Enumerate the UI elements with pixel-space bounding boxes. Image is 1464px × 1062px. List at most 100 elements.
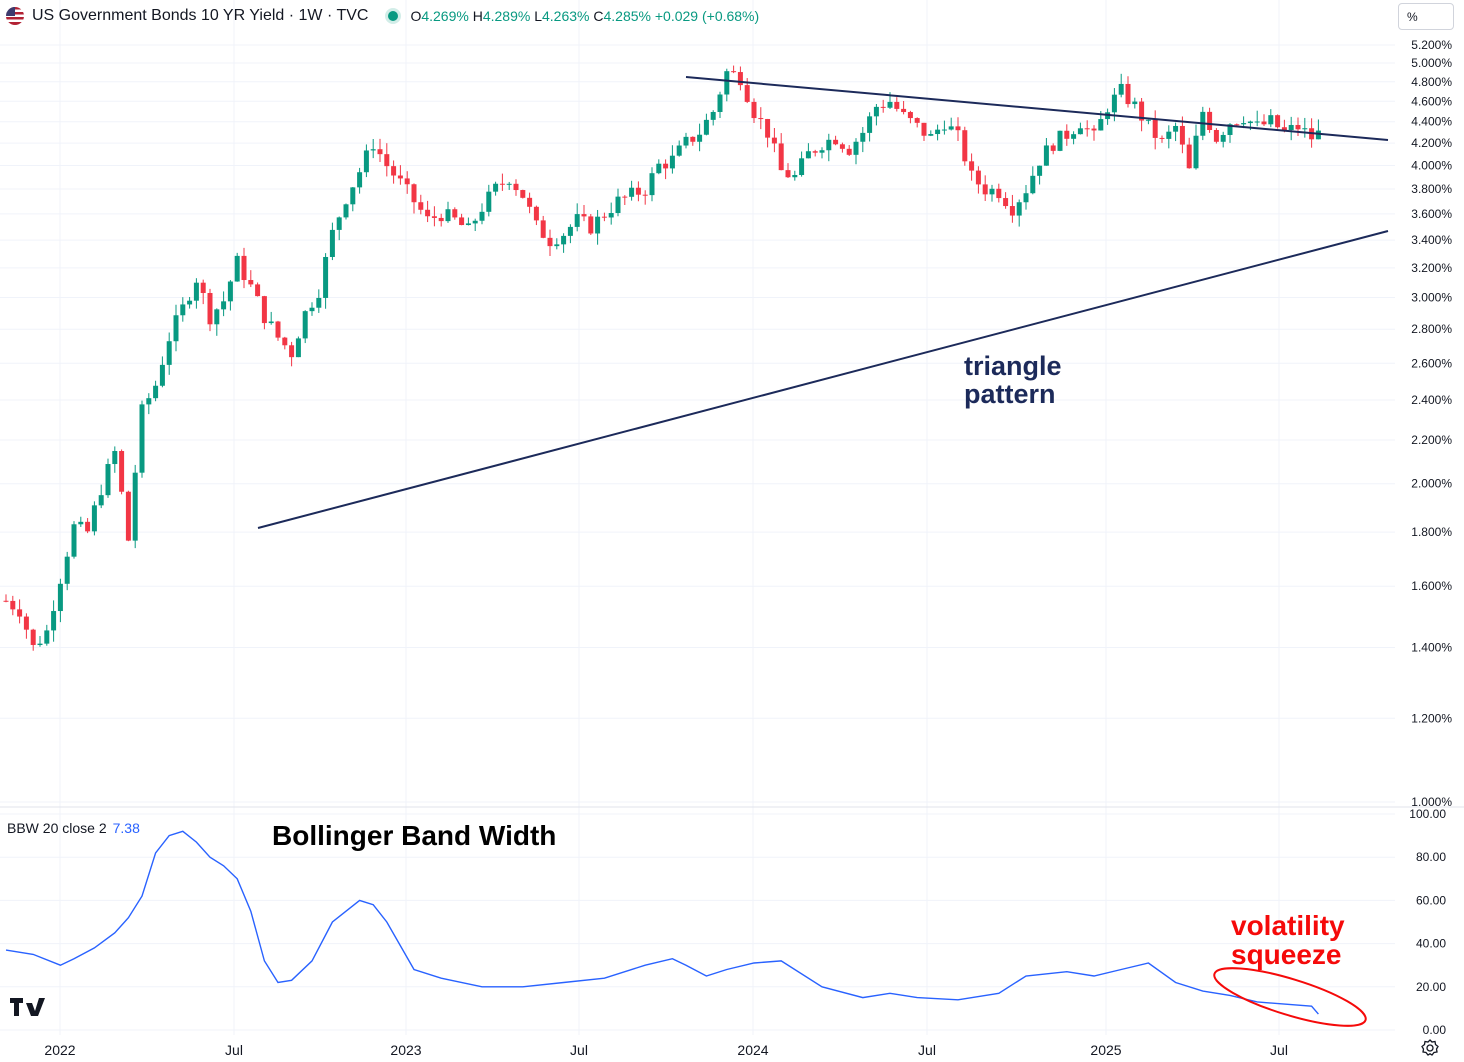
candle-body <box>289 345 295 358</box>
open-value: 4.269% <box>421 8 469 24</box>
candle-body <box>153 385 159 399</box>
candle-body <box>1207 111 1213 131</box>
candle-body <box>3 600 9 602</box>
candle-body <box>731 71 737 73</box>
tradingview-logo <box>10 998 45 1016</box>
lower-trendline <box>257 230 1389 529</box>
candle-body <box>1241 123 1247 125</box>
price-unit-button[interactable]: % <box>1398 3 1454 30</box>
settings-gear-icon[interactable] <box>1420 1038 1440 1058</box>
candle-body <box>438 217 444 222</box>
candle-body <box>1179 125 1185 145</box>
candle-body <box>397 175 403 179</box>
candle-body <box>234 255 240 282</box>
candle-body <box>887 101 893 108</box>
candle-body <box>581 214 587 217</box>
candle-body <box>724 71 730 95</box>
candle-body <box>894 101 900 109</box>
candle-body <box>907 112 913 119</box>
candle-body <box>839 144 845 149</box>
candle-body <box>751 101 757 119</box>
candle-body <box>350 187 356 205</box>
candle-body <box>1064 130 1070 139</box>
candle-body <box>601 216 607 218</box>
candle-body <box>112 451 118 465</box>
candle-body <box>819 150 825 153</box>
price-tick-label: 1.200% <box>1411 711 1452 725</box>
price-tick-label: 3.200% <box>1411 261 1452 275</box>
candle-body <box>472 220 478 224</box>
candle-body <box>241 255 247 281</box>
candle-body <box>431 216 437 218</box>
candle-body <box>975 170 981 185</box>
candle-body <box>418 202 424 210</box>
candle-body <box>336 217 342 230</box>
candle-body <box>1084 128 1090 130</box>
candle-body <box>520 190 526 198</box>
price-tick-label: 3.000% <box>1411 291 1452 305</box>
candle-body <box>1268 115 1274 125</box>
candle-body <box>996 188 1002 199</box>
price-tick-label: 4.000% <box>1411 158 1452 172</box>
indicator-legend[interactable]: BBW 20 close 2 7.38 <box>7 820 140 836</box>
candle-body <box>758 118 764 120</box>
bbw-tick-label: 100.00 <box>1409 807 1446 821</box>
price-tick-label: 4.400% <box>1411 115 1452 129</box>
candle-body <box>139 404 145 473</box>
price-tick-label: 4.200% <box>1411 136 1452 150</box>
candle-body <box>452 209 458 218</box>
market-status-dot-icon <box>388 11 399 21</box>
candle-body <box>676 145 682 156</box>
candle-body <box>533 206 539 221</box>
candle-body <box>969 161 975 171</box>
time-tick-label: Jul <box>1270 1042 1288 1058</box>
time-tick-label: 2024 <box>737 1042 768 1058</box>
candle-body <box>1220 134 1226 142</box>
candle-body <box>527 197 533 207</box>
time-tick-label: Jul <box>225 1042 243 1058</box>
candle-body <box>697 134 703 142</box>
candle-body <box>867 116 873 133</box>
candle-body <box>10 600 16 610</box>
candle-body <box>479 211 485 221</box>
candle-body <box>132 472 138 541</box>
candle-body <box>248 280 254 285</box>
candle-body <box>357 172 363 188</box>
candle-body <box>629 187 635 197</box>
candle-body <box>486 191 492 212</box>
symbol-header: US Government Bonds 10 YR Yield · 1W · T… <box>6 4 759 28</box>
candle-body <box>499 183 505 185</box>
upper-trendline <box>685 76 1389 141</box>
candle-body <box>921 122 927 136</box>
candle-body <box>955 126 961 131</box>
symbol-title[interactable]: US Government Bonds 10 YR Yield · 1W · T… <box>32 7 369 24</box>
candle-body <box>91 505 97 532</box>
candle-body <box>316 297 322 308</box>
candle-body <box>119 451 125 492</box>
candle-body <box>193 282 199 301</box>
candle-body <box>187 300 193 305</box>
candle-body <box>1071 134 1077 139</box>
close-label: C <box>593 8 604 24</box>
candle-body <box>425 209 431 217</box>
candle-body <box>1227 124 1233 135</box>
candle-body <box>1043 145 1049 166</box>
candle-body <box>635 187 641 195</box>
time-tick-label: 2023 <box>390 1042 421 1058</box>
candle-body <box>459 217 465 226</box>
candle-body <box>1152 119 1158 138</box>
candle-body <box>1057 130 1063 151</box>
price-tick-label: 1.800% <box>1411 525 1452 539</box>
candle-body <box>683 136 689 146</box>
candle-body <box>377 149 383 155</box>
candle-body <box>506 183 512 185</box>
candle-body <box>173 315 179 342</box>
bbw-tick-label: 20.00 <box>1416 980 1446 994</box>
candle-body <box>1302 128 1308 130</box>
candle-body <box>1016 202 1022 216</box>
candle-body <box>17 609 23 617</box>
candle-body <box>778 143 784 171</box>
candle-body <box>493 183 499 192</box>
candle-body <box>465 223 471 226</box>
high-value: 4.289% <box>482 8 531 24</box>
